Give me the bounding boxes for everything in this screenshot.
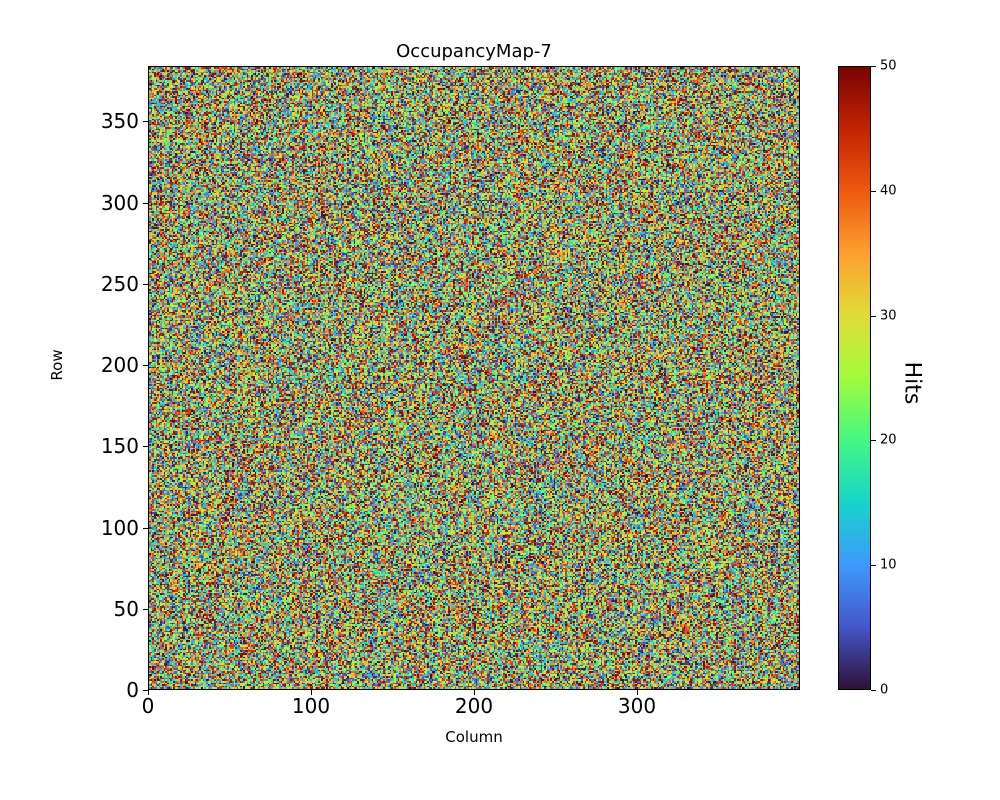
- x-tick-label: 100: [291, 694, 331, 718]
- y-tick-label: 150: [100, 434, 139, 459]
- colorbar: [838, 66, 871, 690]
- x-tick-mark: [311, 690, 312, 695]
- colorbar-tick-mark: [871, 440, 876, 442]
- y-tick-label: 300: [100, 190, 139, 215]
- y-tick-mark: [143, 283, 148, 285]
- y-tick-mark: [143, 202, 148, 204]
- y-tick-mark: [143, 446, 148, 448]
- x-tick-label: 200: [454, 694, 494, 718]
- y-tick-mark: [143, 121, 148, 123]
- y-tick-label: 200: [100, 353, 139, 377]
- colorbar-tick-label: 20: [880, 432, 897, 448]
- x-tick-label: 0: [141, 694, 155, 718]
- colorbar-tick-mark: [871, 690, 876, 691]
- x-tick-mark: [474, 690, 475, 695]
- x-tick-label: 300: [617, 694, 657, 718]
- colorbar-tick-mark: [871, 66, 876, 67]
- y-tick-label: 100: [100, 515, 139, 540]
- y-tick-mark: [143, 365, 148, 366]
- heatmap-image: [149, 67, 799, 689]
- colorbar-tick-mark: [871, 190, 876, 192]
- colorbar-label: Hits: [899, 361, 925, 405]
- y-tick-label: 50: [113, 596, 139, 621]
- x-tick-mark: [148, 690, 149, 695]
- y-tick-label: 0: [126, 678, 139, 702]
- colorbar-tick-label: 50: [880, 58, 897, 74]
- y-tick-label: 250: [100, 271, 139, 296]
- colorbar-tick-label: 0: [880, 682, 889, 698]
- chart-title: OccupancyMap-7: [396, 41, 552, 62]
- y-tick-mark: [143, 527, 148, 529]
- y-tick-mark: [143, 690, 148, 691]
- x-tick-mark: [637, 690, 638, 695]
- colorbar-gradient: [839, 67, 870, 689]
- y-tick-mark: [143, 608, 148, 610]
- colorbar-tick-mark: [871, 315, 876, 317]
- colorbar-tick-label: 10: [880, 557, 897, 573]
- x-axis-label: Column: [445, 728, 503, 746]
- colorbar-tick-mark: [871, 565, 876, 567]
- y-tick-label: 350: [100, 109, 139, 134]
- colorbar-tick-label: 30: [880, 308, 897, 324]
- colorbar-tick-label: 40: [880, 183, 897, 199]
- heatmap-plot-area: [148, 66, 800, 690]
